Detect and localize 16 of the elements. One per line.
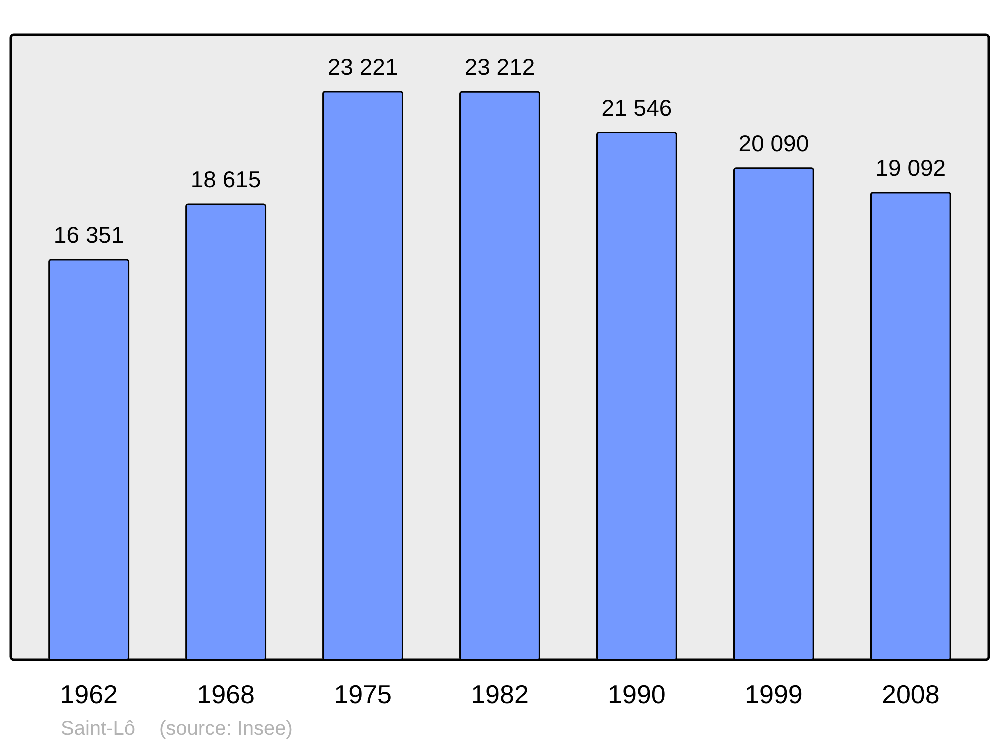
x-tick-label: 1990 [608,680,666,710]
x-tick-label: 1962 [60,680,118,710]
x-tick-label: 2008 [882,680,940,710]
x-tick-label: 1968 [197,680,255,710]
text: (source: Insee) [160,718,293,740]
data-label: 23 212 [464,54,536,80]
data-label: 21 546 [602,94,672,121]
data-label: 23 221 [328,54,398,80]
x-tick-label: 1999 [745,680,803,710]
data-label: 19 092 [876,154,946,181]
x-tick-label: 1982 [471,680,529,710]
data-label: 16 351 [54,222,124,248]
data-label: 18 615 [190,166,262,193]
data-label: 20 090 [738,130,810,156]
x-tick-label: 1975 [334,680,392,710]
text: Saint-Lô [61,718,136,740]
